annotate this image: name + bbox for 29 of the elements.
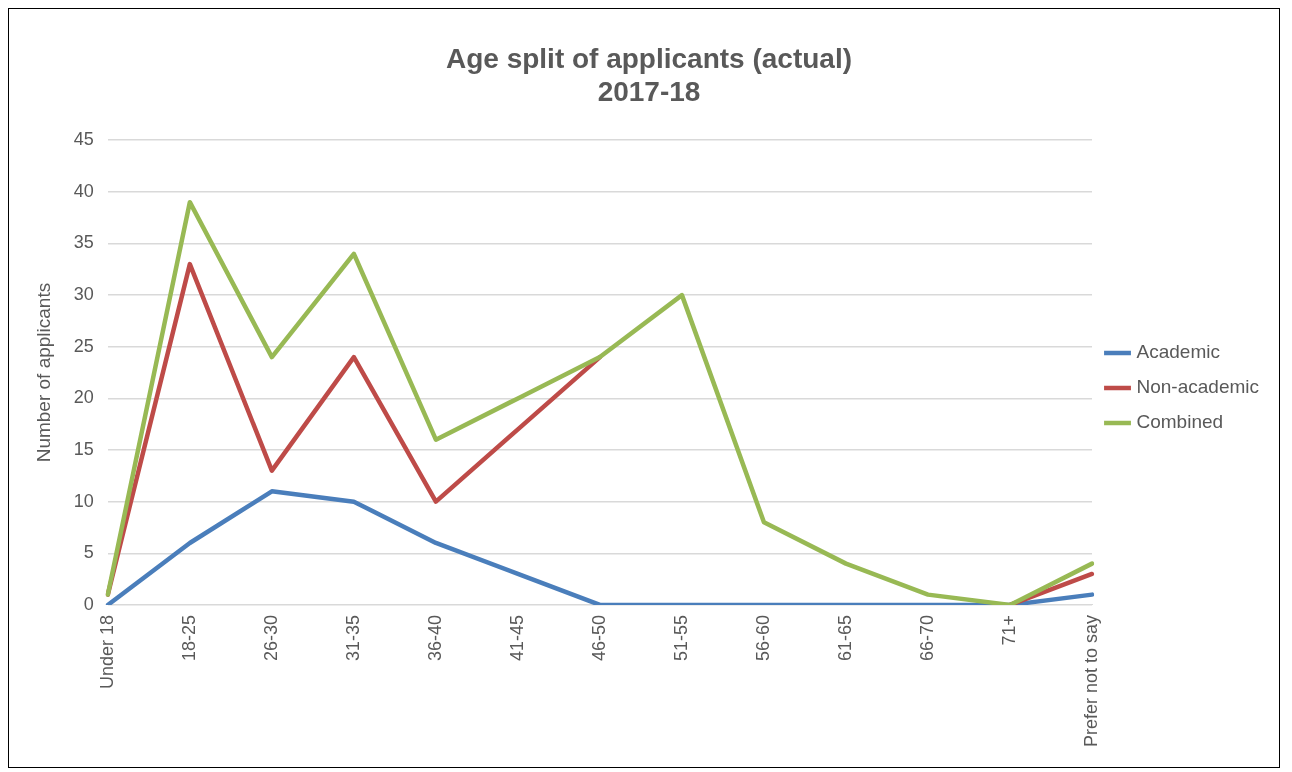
y-axis-title: Number of applicants xyxy=(32,282,54,463)
chart-subtitle: 2017-18 xyxy=(597,76,701,108)
y-tick-label: 15 xyxy=(73,438,94,459)
legend-label: Academic xyxy=(1136,341,1220,363)
x-tick-label: 71+ xyxy=(998,614,1019,646)
y-tick-label: 25 xyxy=(73,335,94,356)
y-tick-label: 20 xyxy=(73,387,94,408)
x-tick-label: 18-25 xyxy=(178,614,199,661)
y-tick-label: 40 xyxy=(73,180,94,201)
y-tick-label: 45 xyxy=(73,129,94,150)
x-tick-label: 31-35 xyxy=(342,614,363,661)
x-tick-label: 66-70 xyxy=(916,614,937,661)
legend-label: Combined xyxy=(1136,411,1224,433)
y-tick-label: 5 xyxy=(83,542,94,563)
x-tick-label: 36-40 xyxy=(424,614,445,661)
y-tick-label: 10 xyxy=(73,490,94,511)
x-tick-label: 46-50 xyxy=(588,614,609,661)
x-tick-label: 41-45 xyxy=(506,614,527,661)
y-tick-label: 0 xyxy=(83,593,94,614)
x-tick-label: 51-55 xyxy=(670,614,691,661)
y-tick-label: 30 xyxy=(73,284,94,305)
x-tick-label: Under 18 xyxy=(96,614,117,689)
y-tick-label: 35 xyxy=(73,232,94,253)
x-tick-label: 56-60 xyxy=(752,614,773,661)
chart-title: Age split of applicants (actual) xyxy=(445,42,853,74)
x-tick-label: 61-65 xyxy=(834,614,855,661)
x-tick-label: Prefer not to say xyxy=(1080,614,1101,748)
x-tick-label: 26-30 xyxy=(260,614,281,661)
legend-label: Non-academic xyxy=(1136,376,1259,398)
